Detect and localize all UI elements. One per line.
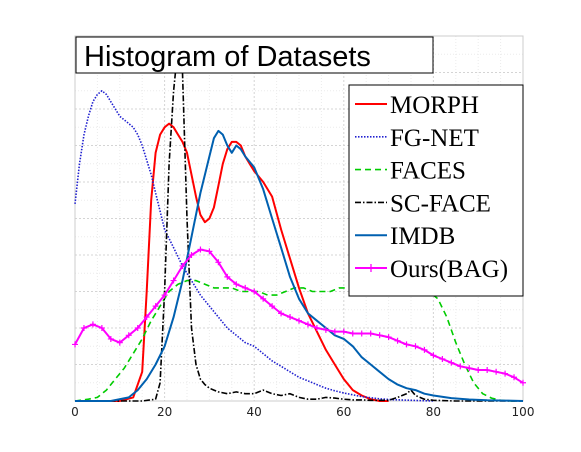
chart-title: Histogram of Datasets xyxy=(84,41,371,73)
data-point-marker xyxy=(143,314,150,321)
data-point-marker xyxy=(385,334,392,341)
data-point-marker xyxy=(152,303,159,310)
data-point-marker xyxy=(448,359,455,366)
data-point-marker xyxy=(475,366,482,373)
x-tick-label: 0 xyxy=(71,405,79,419)
data-point-marker xyxy=(116,339,123,346)
data-point-marker xyxy=(484,366,491,373)
data-point-marker xyxy=(215,259,222,266)
data-point-marker xyxy=(304,321,311,328)
series-line-morph xyxy=(75,122,389,402)
legend-entry: Ours(BAG) xyxy=(355,256,508,283)
data-point-marker xyxy=(358,330,365,337)
data-point-marker xyxy=(287,314,294,321)
data-point-marker xyxy=(502,370,509,377)
x-tick-label: 80 xyxy=(426,405,441,419)
data-point-marker xyxy=(421,346,428,353)
data-point-marker xyxy=(161,292,168,299)
data-point-marker xyxy=(197,246,204,253)
data-point-marker xyxy=(296,317,302,324)
legend-entry: MORPH xyxy=(355,92,479,119)
legend-marker xyxy=(367,264,375,272)
x-tick-label: 60 xyxy=(336,405,351,419)
data-point-marker xyxy=(80,325,87,331)
data-point-marker xyxy=(134,325,141,331)
data-point-marker xyxy=(107,335,114,342)
data-point-marker xyxy=(340,328,347,335)
data-point-marker xyxy=(376,332,383,339)
data-point-marker xyxy=(394,337,401,344)
data-point-marker xyxy=(322,326,329,333)
data-point-marker xyxy=(260,295,267,302)
series-line-faces xyxy=(74,279,523,402)
chart-title-box: Histogram of Datasets xyxy=(75,36,434,74)
data-point-marker xyxy=(98,325,105,331)
data-point-marker xyxy=(269,303,276,310)
x-axis-ticks: 0 20 40 60 80 100 xyxy=(71,405,534,419)
data-point-marker xyxy=(466,365,473,372)
data-point-marker xyxy=(367,330,374,337)
legend-label: FG-NET xyxy=(390,125,479,152)
legend-label: SC-FACE xyxy=(390,190,491,217)
data-point-marker xyxy=(520,379,526,386)
legend: MORPH FG-NET FACES SC-FACE IMDB Ours(BAG) xyxy=(348,84,524,297)
legend-label: FACES xyxy=(390,158,466,185)
data-point-marker xyxy=(493,368,500,375)
data-point-marker xyxy=(251,288,258,295)
data-point-marker xyxy=(125,332,132,339)
legend-entry: IMDB xyxy=(355,223,455,250)
data-point-marker xyxy=(224,273,231,280)
data-point-marker xyxy=(233,281,240,288)
legend-entry: FACES xyxy=(355,158,466,185)
data-point-marker xyxy=(89,321,96,328)
legend-label: MORPH xyxy=(390,92,479,119)
x-tick-label: 20 xyxy=(157,405,172,419)
data-point-marker xyxy=(457,363,464,370)
data-point-marker xyxy=(331,328,338,335)
x-tick-label: 100 xyxy=(512,405,535,419)
series-line-imdb xyxy=(75,129,524,402)
data-point-marker xyxy=(179,262,186,269)
data-point-marker xyxy=(412,343,419,350)
data-point-marker xyxy=(72,341,78,348)
legend-entry: FG-NET xyxy=(355,125,479,152)
data-point-marker xyxy=(403,341,410,348)
data-point-marker xyxy=(439,356,446,363)
data-point-marker xyxy=(349,330,356,337)
data-point-marker xyxy=(188,252,195,258)
data-point-marker xyxy=(511,374,518,381)
legend-entry: SC-FACE xyxy=(355,190,491,217)
data-point-marker xyxy=(170,277,177,284)
data-point-marker xyxy=(242,284,249,291)
data-point-marker xyxy=(430,352,437,359)
data-point-marker xyxy=(278,310,285,317)
series-line-fg-net xyxy=(74,90,434,402)
legend-label: IMDB xyxy=(390,223,455,250)
x-tick-label: 40 xyxy=(247,405,262,419)
data-point-marker xyxy=(206,248,213,255)
legend-label: Ours(BAG) xyxy=(390,256,508,283)
data-point-marker xyxy=(313,325,320,331)
